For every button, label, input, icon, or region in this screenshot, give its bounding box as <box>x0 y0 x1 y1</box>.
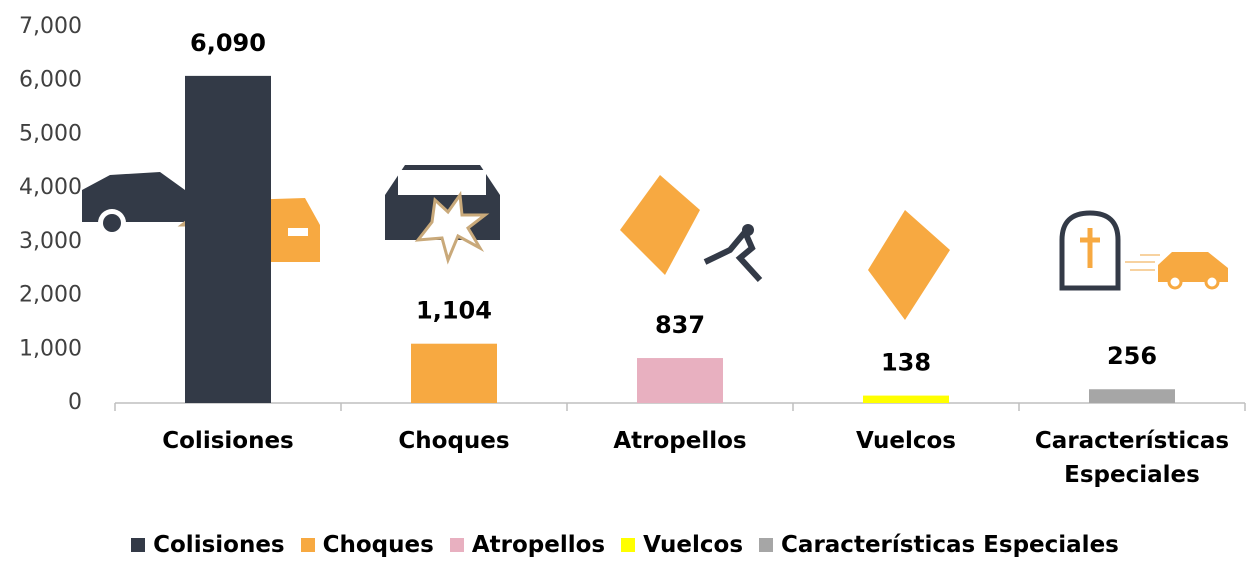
legend-swatch <box>621 538 636 552</box>
legend-label: Colisiones <box>153 532 285 558</box>
icon-crash <box>385 165 500 265</box>
legend-item: Características Especiales <box>759 532 1119 558</box>
data-label: 256 <box>1107 342 1157 370</box>
legend-label: Choques <box>322 532 434 558</box>
x-tick-label: Atropellos <box>613 428 747 454</box>
legend: Colisiones Choques Atropellos Vuelcos Caract… <box>0 532 1250 558</box>
icon-special <box>1059 210 1228 291</box>
legend-item: Colisiones <box>131 532 285 558</box>
legend-label: Vuelcos <box>643 532 744 558</box>
y-tick-label: 2,000 <box>19 283 82 308</box>
legend-label: Atropellos <box>471 532 606 558</box>
legend-label: Características Especiales <box>781 532 1119 558</box>
icon-rollover <box>868 210 950 320</box>
y-tick-label: 1,000 <box>19 336 82 361</box>
legend-swatch <box>300 538 315 552</box>
data-label: 1,104 <box>416 297 492 325</box>
x-tick-label: Vuelcos <box>856 428 956 454</box>
y-tick-label: 3,000 <box>19 229 82 254</box>
x-tick-label: Choques <box>398 428 510 454</box>
y-tick-label: 7,000 <box>19 14 82 39</box>
bar <box>185 75 271 403</box>
legend-item: Choques <box>300 532 434 558</box>
bar <box>1089 389 1175 403</box>
legend-item: Atropellos <box>449 532 606 558</box>
legend-item: Vuelcos <box>621 532 743 558</box>
data-label: 6,090 <box>190 29 266 57</box>
bar <box>637 358 723 403</box>
y-tick-label: 5,000 <box>19 121 82 146</box>
data-label: 837 <box>655 311 705 339</box>
bar <box>411 343 497 403</box>
icon-pedestrian <box>620 175 763 283</box>
legend-swatch <box>449 538 464 552</box>
y-tick-label: 6,000 <box>19 68 82 93</box>
legend-swatch <box>759 538 774 552</box>
y-tick-label: 0 <box>68 390 82 415</box>
bar <box>863 395 949 403</box>
x-tick-label: Colisiones <box>162 428 294 454</box>
data-label: 138 <box>881 349 931 377</box>
x-tick-label: Características Especiales <box>1034 428 1230 488</box>
legend-swatch <box>131 538 146 552</box>
y-tick-label: 4,000 <box>19 175 82 200</box>
